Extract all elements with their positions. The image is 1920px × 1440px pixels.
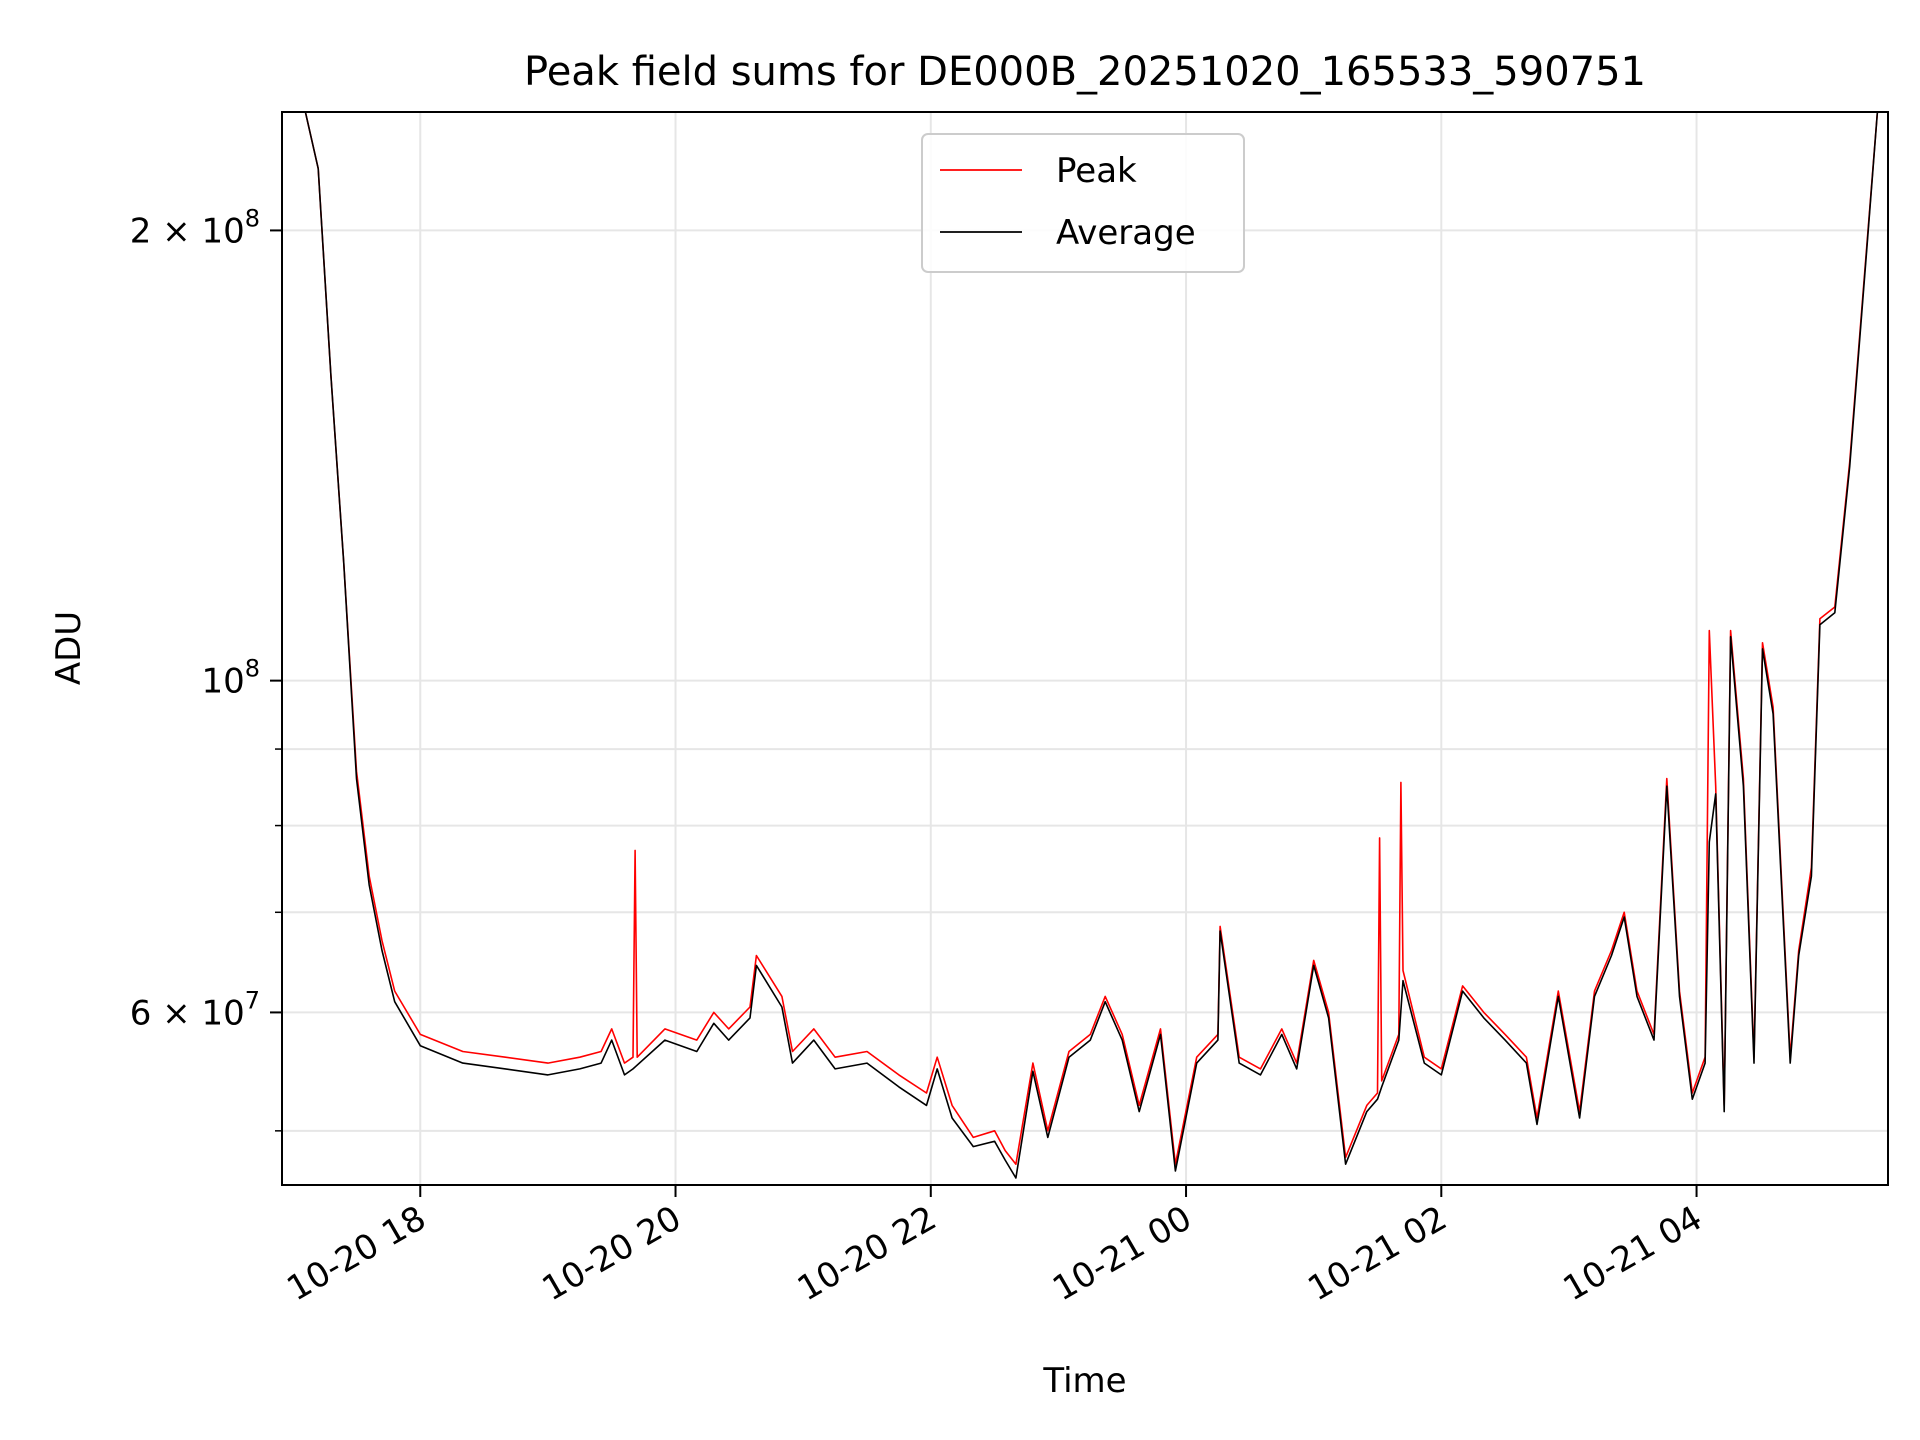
y-axis-label: ADU [49, 611, 89, 685]
legend-box [921, 133, 1245, 273]
series-line-average [282, 111, 1888, 1179]
chart-title: Peak field sums for DE000B_20251020_1655… [524, 49, 1646, 95]
grid [282, 112, 1888, 1185]
y-tick-label: 108 [201, 655, 260, 702]
y-tick-label: 6 × 107 [130, 986, 260, 1033]
x-axis-label: Time [1042, 1361, 1126, 1401]
legend-label: Peak [1056, 151, 1137, 191]
legend-label: Average [1056, 213, 1196, 253]
plot-frame [281, 111, 1889, 1186]
legend: Peak Average [921, 133, 1245, 273]
y-tick-label: 2 × 108 [130, 204, 260, 251]
series-group [282, 111, 1888, 1179]
